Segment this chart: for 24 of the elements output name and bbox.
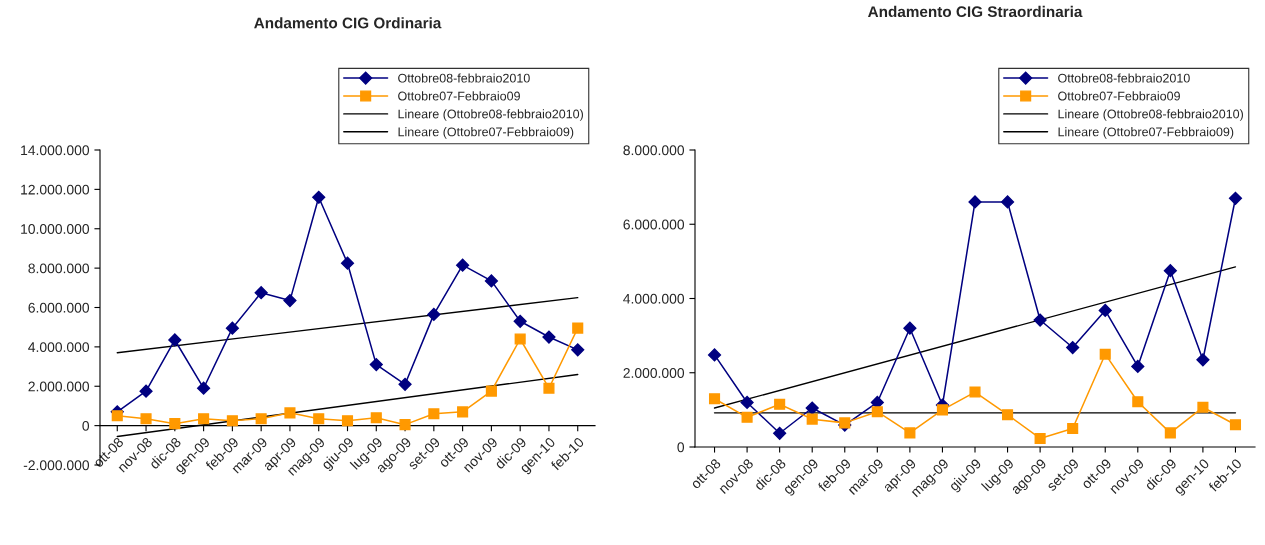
legend-label: Lineare (Ottobre07-Febbraio09): [398, 127, 574, 139]
chart-title: Andamento CIG Straordinaria: [868, 5, 1083, 18]
legend-label: Ottobre07-Febbraio09: [398, 91, 520, 101]
legend-label: Ottobre07-Febbraio09: [1058, 91, 1180, 101]
legend-label: Lineare (Ottobre08-febbraio2010): [1058, 109, 1243, 121]
y-tick-label: 4.000.000: [28, 342, 90, 353]
y-tick-label: 8.000.000: [28, 263, 90, 274]
y-tick-label: 6.000.000: [28, 302, 90, 313]
y-tick-label: 0: [677, 442, 685, 453]
y-tick-label: 8.000.000: [623, 145, 685, 156]
legend-label: Ottobre08-febbraio2010: [1058, 73, 1190, 83]
y-tick-label: 2.000.000: [623, 368, 685, 378]
chart-title: Andamento CIG Ordinaria: [254, 17, 442, 29]
y-tick-label: 0: [82, 420, 90, 431]
legend-label: Lineare (Ottobre08-febbraio2010): [398, 109, 583, 121]
y-tick-label: 10.000.000: [21, 224, 90, 234]
y-tick-label: 14.000.000: [21, 145, 90, 156]
y-tick-label: 2.000.000: [28, 381, 90, 392]
y-tick-label: 12.000.000: [21, 184, 90, 195]
y-tick-label: -2.000.000: [23, 460, 90, 471]
legend-label: Ottobre08-febbraio2010: [398, 73, 530, 83]
y-tick-label: 4.000.000: [623, 293, 685, 304]
y-tick-label: 6.000.000: [623, 219, 685, 230]
legend-label: Lineare (Ottobre07-Febbraio09): [1058, 127, 1234, 139]
